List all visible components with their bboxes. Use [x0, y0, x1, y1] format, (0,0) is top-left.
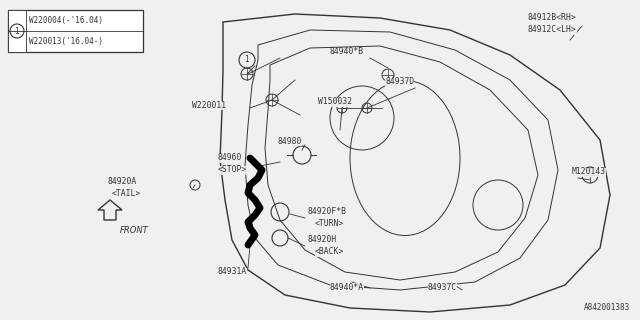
Text: W150032: W150032	[318, 98, 352, 107]
Text: W220013('16.04-): W220013('16.04-)	[29, 37, 103, 46]
Text: 84937C: 84937C	[428, 283, 457, 292]
Bar	[8, 10, 143, 52]
Text: 1: 1	[15, 27, 19, 36]
Text: 84937D: 84937D	[385, 77, 414, 86]
Text: <BACK>: <BACK>	[315, 247, 344, 257]
Text: W220004(-'16.04): W220004(-'16.04)	[29, 16, 103, 25]
Text: <TURN>: <TURN>	[315, 220, 344, 228]
Text: 84931A: 84931A	[218, 268, 247, 276]
Text: 84920A: 84920A	[108, 178, 137, 187]
Text: 84920H: 84920H	[308, 236, 337, 244]
Text: W220011: W220011	[192, 100, 226, 109]
Text: 84912B<RH>: 84912B<RH>	[528, 13, 577, 22]
Text: <STOP>: <STOP>	[218, 165, 247, 174]
Text: 1: 1	[244, 55, 250, 65]
Text: 84940*A: 84940*A	[330, 283, 364, 292]
Text: A842001383: A842001383	[584, 303, 630, 312]
Bar	[8, 10, 26, 52]
Text: 84960: 84960	[218, 154, 243, 163]
Text: 84920F*B: 84920F*B	[308, 207, 347, 217]
Text: <TAIL>: <TAIL>	[112, 189, 141, 198]
Text: 84980: 84980	[278, 137, 302, 146]
Text: 84912C<LH>: 84912C<LH>	[528, 26, 577, 35]
Text: 84940*B: 84940*B	[330, 47, 364, 57]
Text: M120143: M120143	[572, 167, 606, 177]
Text: FRONT: FRONT	[120, 226, 148, 235]
